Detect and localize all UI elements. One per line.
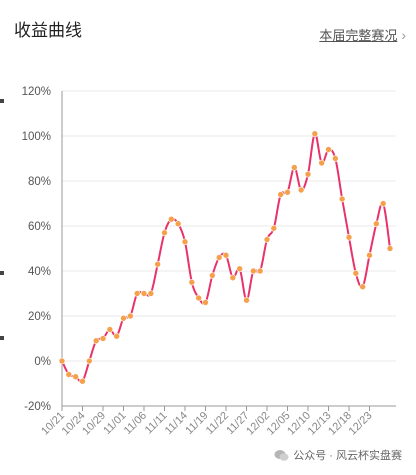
data-point [58,357,66,365]
data-point [113,332,120,340]
data-point [181,238,189,246]
data-point [174,220,182,228]
data-point [72,373,79,381]
data-point [373,220,380,228]
data-point [106,326,114,333]
x-tick-label: 11/14 [163,410,190,437]
y-tick-label: 20% [28,311,51,323]
x-tick-label: 11/06 [122,410,149,437]
data-point [79,377,86,385]
y-tick-label: 40% [28,266,51,278]
data-point [284,188,291,196]
data-point [277,191,284,198]
edge-artifact-mark [0,99,4,103]
data-point [366,251,373,259]
y-tick-label: 0% [34,356,51,368]
y-tick-label: -20% [24,401,51,413]
data-point [168,215,175,223]
y-tick-label: 80% [28,176,51,188]
data-point [325,146,332,153]
x-tick-label: 11/19 [183,410,210,437]
data-point [133,290,141,297]
data-point [209,272,216,279]
data-point [250,267,257,275]
data-point [161,229,168,237]
data-point [297,186,305,194]
data-point [338,195,346,203]
data-point [236,265,243,273]
y-tick-label: 100% [22,131,51,143]
full-results-link-label: 本届完整赛况 [319,28,398,43]
data-point [332,155,339,162]
data-point [202,299,209,306]
data-point [154,260,161,268]
data-point [311,130,319,138]
edge-artifact-mark [0,271,4,275]
data-point [99,335,107,342]
x-tick-label: 11/01 [101,410,128,437]
footer-text: 公众号 · 风云杯实盘赛 [293,450,402,462]
data-point [256,267,264,275]
x-tick-label: 11/22 [204,410,231,437]
data-point [352,269,360,277]
data-point [359,283,366,291]
data-point [318,159,325,167]
data-point [188,278,196,286]
chart-title: 收益曲线 [14,21,82,40]
data-point [291,164,298,171]
data-point [379,200,387,207]
x-tick-label: 10/29 [80,410,108,438]
data-point [65,371,73,378]
x-tick-label: 12/23 [347,410,375,438]
data-point [270,224,278,232]
data-point [140,290,148,297]
data-point [243,296,250,304]
data-point [92,337,100,345]
y-tick-label: 120% [22,86,51,98]
data-point [345,233,353,241]
data-point [229,274,237,282]
data-point [304,170,312,178]
wechat-icon [274,449,289,461]
data-point [127,312,134,320]
full-results-link[interactable]: 本届完整赛况 › [319,25,406,44]
y-tick-label: 60% [28,221,51,233]
data-point [386,245,394,252]
edge-artifact-mark [0,336,4,340]
data-point [86,357,93,365]
data-point [263,236,271,243]
footer-watermark: 公众号 · 风云杯实盘赛 [274,447,402,463]
data-point [147,290,155,297]
data-point [120,314,127,322]
data-point [215,254,223,261]
data-point [195,294,202,302]
data-point [222,251,230,259]
chevron-right-icon: › [401,26,406,43]
